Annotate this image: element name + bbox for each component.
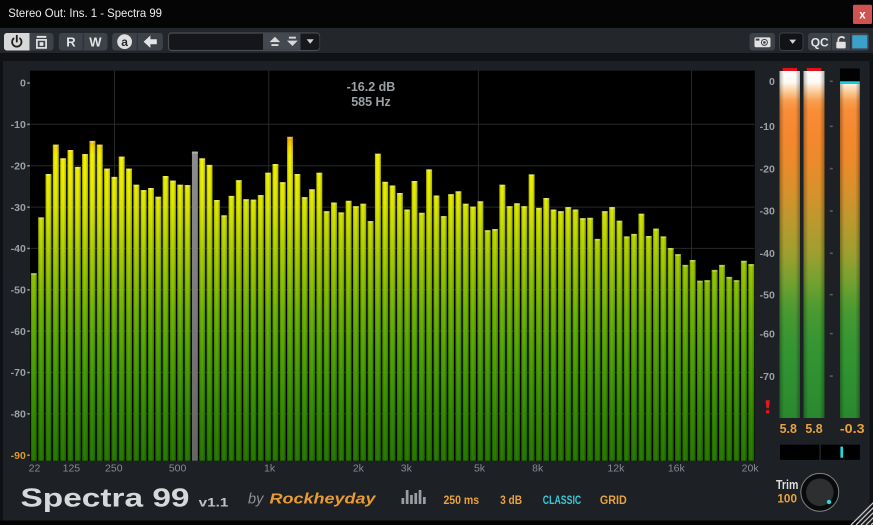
- svg-text:20k: 20k: [742, 462, 760, 474]
- svg-text:-40: -40: [760, 248, 775, 260]
- svg-text:-50: -50: [760, 289, 775, 301]
- svg-text:x: x: [859, 10, 866, 22]
- svg-text:CLASSIC: CLASSIC: [543, 493, 582, 507]
- svg-text:R: R: [66, 35, 76, 50]
- svg-text:2k: 2k: [353, 462, 365, 474]
- svg-text:-30: -30: [760, 206, 775, 218]
- svg-text:Trim: Trim: [776, 478, 798, 492]
- svg-text:500: 500: [169, 462, 187, 474]
- svg-text:W: W: [89, 35, 102, 50]
- svg-text:-90: -90: [11, 450, 26, 462]
- svg-text:22: 22: [29, 462, 41, 474]
- svg-text:100: 100: [777, 492, 797, 506]
- svg-text:250: 250: [105, 462, 123, 474]
- svg-text:Rockheyday: Rockheyday: [270, 492, 377, 508]
- svg-text:-60: -60: [760, 328, 775, 340]
- svg-text:12k: 12k: [607, 462, 625, 474]
- svg-text:0: 0: [20, 78, 26, 90]
- svg-text:Stereo Out: Ins. 1 - Spectra 9: Stereo Out: Ins. 1 - Spectra 99: [8, 6, 162, 20]
- svg-text:250 ms: 250 ms: [443, 493, 479, 507]
- svg-text:-16.2 dB: -16.2 dB: [347, 80, 396, 94]
- svg-text:QC: QC: [811, 35, 829, 49]
- svg-text:by: by: [248, 492, 264, 508]
- svg-text:-0.3: -0.3: [840, 422, 865, 436]
- svg-text:585 Hz: 585 Hz: [351, 95, 391, 109]
- svg-text:0: 0: [769, 76, 775, 88]
- svg-text:-20: -20: [11, 160, 26, 172]
- svg-text:GRID: GRID: [600, 493, 627, 507]
- svg-text:Spectra 99: Spectra 99: [21, 483, 190, 513]
- svg-text:-40: -40: [11, 243, 26, 255]
- svg-text:-60: -60: [11, 326, 26, 338]
- svg-text:-20: -20: [760, 163, 775, 175]
- svg-text:-50: -50: [11, 284, 26, 296]
- svg-text:-10: -10: [760, 121, 775, 133]
- svg-text:5.8: 5.8: [805, 422, 822, 436]
- svg-text:1k: 1k: [264, 462, 276, 474]
- svg-text:v1.1: v1.1: [199, 496, 229, 510]
- svg-text:a: a: [121, 35, 128, 49]
- svg-text:-80: -80: [11, 409, 26, 421]
- svg-text:5k: 5k: [474, 462, 486, 474]
- svg-text:-70: -70: [760, 371, 775, 383]
- svg-text:-70: -70: [11, 367, 26, 379]
- svg-text:3 dB: 3 dB: [500, 493, 522, 507]
- svg-text:16k: 16k: [668, 462, 686, 474]
- svg-text:-30: -30: [11, 202, 26, 214]
- svg-text:5.8: 5.8: [780, 422, 797, 436]
- svg-text:3k: 3k: [401, 462, 413, 474]
- svg-text:-10: -10: [11, 119, 26, 131]
- svg-text:8k: 8k: [532, 462, 544, 474]
- svg-text:125: 125: [63, 462, 81, 474]
